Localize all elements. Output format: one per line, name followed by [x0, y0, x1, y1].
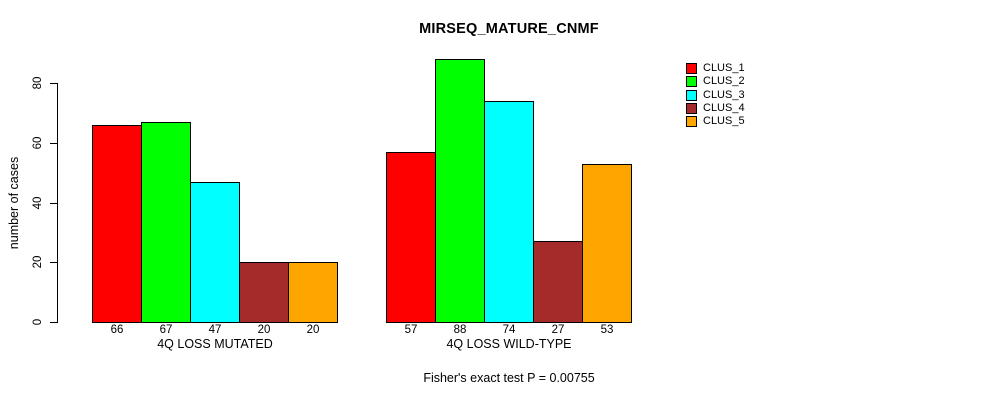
- bar-value-label: 88: [453, 324, 467, 336]
- fisher-test-caption: Fisher's exact test P = 0.00755: [423, 371, 595, 385]
- bar-value-label: 66: [110, 324, 124, 336]
- bar-clus_3-group1: [190, 181, 240, 323]
- bar-clus_5-group2: [582, 163, 632, 323]
- legend-swatch-clus_2: [686, 76, 697, 88]
- y-axis-tick-mark: [50, 142, 57, 144]
- legend-item-clus_1: CLUS_1: [686, 62, 745, 75]
- y-axis-tick-label: 60: [32, 136, 44, 150]
- bar-clus_4-group1: [239, 262, 289, 323]
- legend-label: CLUS_3: [703, 88, 745, 101]
- y-axis-line: [57, 83, 58, 323]
- bar-value-label: 74: [502, 324, 516, 336]
- legend-label: CLUS_1: [703, 62, 745, 75]
- y-axis-tick-label: 80: [32, 76, 44, 90]
- y-axis-tick-label: 20: [32, 255, 44, 269]
- bar-value-label: 20: [306, 324, 320, 336]
- legend-label: CLUS_4: [703, 102, 745, 115]
- legend-item-clus_3: CLUS_3: [686, 89, 745, 102]
- y-axis-tick-mark: [50, 202, 57, 204]
- legend-item-clus_2: CLUS_2: [686, 75, 745, 88]
- bar-value-label: 20: [257, 324, 271, 336]
- legend-swatch-clus_4: [686, 103, 697, 115]
- bar-value-label: 27: [551, 324, 565, 336]
- bar-clus_5-group1: [288, 262, 338, 323]
- y-axis-tick-label: 40: [32, 196, 44, 209]
- group-label-1: 4Q LOSS MUTATED: [157, 337, 273, 351]
- bar-value-label: 53: [600, 324, 614, 336]
- bar-value-label: 57: [404, 324, 418, 336]
- bar-value-label: 67: [159, 324, 173, 336]
- group-label-2: 4Q LOSS WILD-TYPE: [446, 337, 572, 351]
- bar-clus_1-group2: [386, 151, 436, 323]
- legend-item-clus_4: CLUS_4: [686, 102, 745, 115]
- bar-clus_4-group2: [533, 241, 583, 323]
- y-axis-title: number of cases: [7, 156, 21, 249]
- y-axis-tick-mark: [50, 262, 57, 264]
- bar-clus_2-group1: [141, 121, 191, 323]
- y-axis-tick-mark: [50, 322, 57, 323]
- legend-swatch-clus_1: [686, 63, 697, 75]
- bar-clus_1-group1: [92, 124, 142, 323]
- bar-clus_3-group2: [484, 100, 534, 323]
- legend: CLUS_1 CLUS_2 CLUS_3 CLUS_4 CLUS_5: [686, 62, 745, 128]
- y-axis-tick-label: 0: [32, 318, 44, 326]
- legend-swatch-clus_3: [686, 89, 697, 101]
- y-axis-tick-mark: [50, 83, 57, 84]
- legend-swatch-clus_5: [686, 116, 697, 128]
- legend-item-clus_5: CLUS_5: [686, 115, 745, 128]
- bar-clus_2-group2: [435, 59, 485, 323]
- legend-label: CLUS_5: [703, 115, 745, 128]
- legend-label: CLUS_2: [703, 75, 745, 88]
- chart-title: MIRSEQ_MATURE_CNMF: [419, 21, 599, 37]
- bar-value-label: 47: [208, 324, 222, 336]
